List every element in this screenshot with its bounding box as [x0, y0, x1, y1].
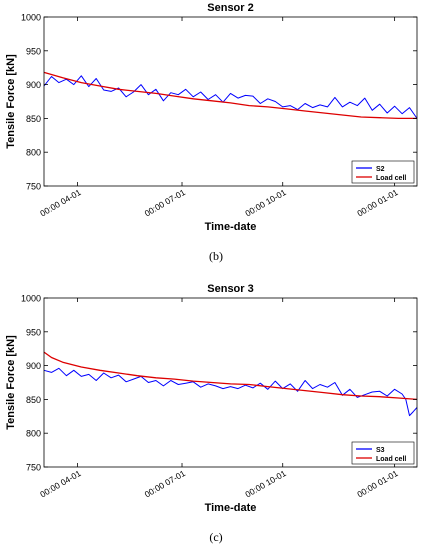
legend-label: S2 — [376, 166, 385, 173]
legend: S2 Load cell — [351, 160, 415, 184]
y-axis-label: Tensile Force [kN] — [5, 335, 17, 430]
y-tick-label: 750 — [26, 182, 41, 192]
series-line-load-cell — [43, 71, 417, 120]
x-tick-label: 00:00 10-01 — [243, 187, 288, 218]
legend: S3 Load cell — [351, 441, 415, 465]
y-tick-label: 900 — [26, 80, 41, 90]
y-tick-label: 850 — [26, 114, 41, 124]
y-tick-label: 950 — [26, 46, 41, 56]
x-tick-label: 00:00 07-01 — [143, 468, 188, 499]
chart-title: Sensor 2 — [207, 2, 253, 14]
x-axis-label: Time-date — [205, 502, 257, 514]
x-tick-label: 00:00 07-01 — [143, 187, 188, 218]
series-line-s2 — [43, 75, 418, 119]
series-line-s3 — [43, 367, 418, 417]
y-tick-label: 1000 — [21, 294, 41, 304]
x-tick-label: 00:00 01-01 — [355, 187, 400, 218]
y-tick-label: 900 — [26, 361, 41, 371]
legend-label: Load cell — [376, 456, 406, 463]
x-tick-label: 00:00 01-01 — [355, 468, 400, 499]
chart-1: Sensor 2 750 800 850 900 950 1000 00:00 04-01 00… — [5, 2, 418, 233]
y-tick-label: 1000 — [21, 13, 41, 23]
plot-frame — [43, 297, 418, 468]
y-tick-label: 800 — [26, 148, 41, 158]
x-tick-label: 00:00 04-01 — [38, 468, 83, 499]
y-tick-label: 800 — [26, 429, 41, 439]
caption-b: (b) — [209, 249, 223, 263]
plot-frame — [43, 16, 418, 187]
chart-2: Sensor 3 750 800 850 900 950 1000 00:00 04-01 00… — [5, 283, 418, 514]
y-tick-label: 950 — [26, 327, 41, 337]
x-axis-label: Time-date — [205, 221, 257, 233]
legend-label: Load cell — [376, 175, 406, 182]
x-tick-label: 00:00 10-01 — [243, 468, 288, 499]
x-tick-label: 00:00 04-01 — [38, 187, 83, 218]
y-tick-label: 750 — [26, 463, 41, 473]
y-tick-label: 850 — [26, 395, 41, 405]
series-line-load-cell — [43, 351, 418, 401]
caption-c: (c) — [209, 530, 223, 544]
y-axis-label: Tensile Force [kN] — [5, 54, 17, 149]
chart-title: Sensor 3 — [207, 283, 253, 295]
legend-label: S3 — [376, 447, 385, 454]
